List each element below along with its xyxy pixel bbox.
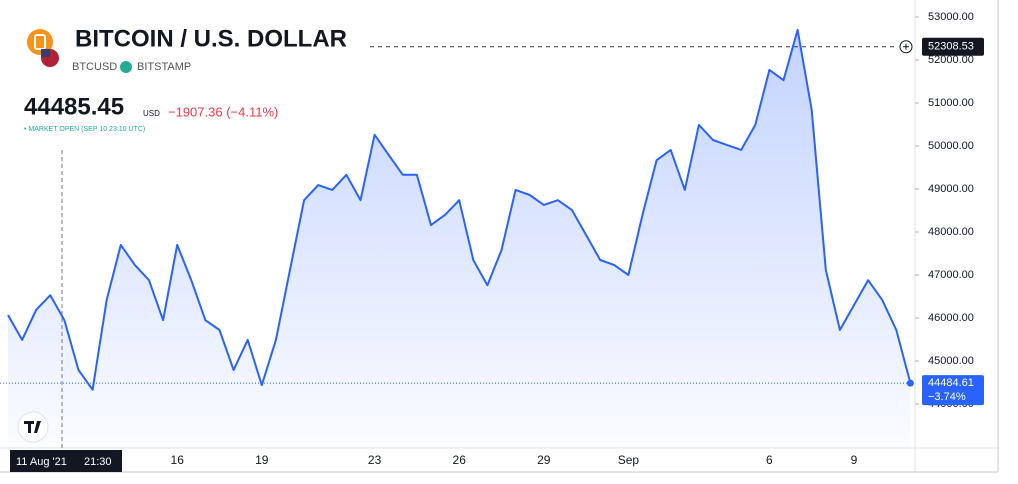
crosshair-time-box [10, 450, 122, 472]
logo-bg [17, 411, 49, 443]
symbol: BTCUSD [72, 61, 117, 73]
price-line [7, 28, 912, 391]
x-tick-label: 23 [368, 453, 382, 467]
crosshair-plus-glyph [903, 43, 909, 50]
y-tick-label: 45000.00 [928, 355, 974, 367]
x-tick-label: 9 [851, 453, 858, 467]
last-price-box [922, 375, 984, 406]
area-fill [8, 29, 911, 449]
y-tick-label: 49000.00 [928, 183, 974, 195]
y-tick-label: 46000.00 [928, 312, 974, 324]
flag-canton [41, 49, 50, 57]
exchange-icon [120, 61, 132, 73]
coin-icon [27, 29, 53, 55]
y-tick-label: 51000.00 [928, 97, 974, 109]
y-tick-label: 53000.00 [928, 11, 974, 23]
crosshair-price-label: 52308.53 [928, 41, 974, 53]
last-point [906, 379, 914, 387]
market-status: • MARKET OPEN (SEP 10 23:10 UTC) [24, 126, 145, 133]
crosshair-date: 11 Aug '21 [16, 456, 67, 468]
x-tick-label: 29 [537, 453, 551, 467]
y-tick-label: 50000.00 [928, 140, 974, 152]
tv-logo [17, 411, 49, 443]
currency: USD [143, 109, 160, 118]
price: 44485.45 [24, 93, 124, 120]
last-change-label: −3.74% [928, 391, 966, 403]
x-tick-label: 26 [453, 453, 467, 467]
title: BITCOIN / U.S. DOLLAR [75, 25, 347, 52]
coin-glyph [34, 34, 46, 50]
logo-mark [24, 421, 41, 433]
x-tick-label: Sep [618, 453, 640, 467]
y-tick-label: 47000.00 [928, 269, 974, 281]
x-tick-label: 19 [255, 453, 269, 467]
plot-area [7, 28, 912, 449]
last-price-label: 44484.61 [928, 377, 974, 389]
crosshair-time: 21:30 [84, 456, 112, 468]
x-tick-label: 6 [766, 453, 773, 467]
exchange: BITSTAMP [137, 61, 191, 73]
change: −1907.36 (−4.11%) [168, 104, 278, 119]
header: BITCOIN / U.S. DOLLAR BTCUSD BITSTAMP 44… [24, 25, 347, 133]
crosshair-price-box [922, 37, 984, 56]
y-tick-label: 52000.00 [928, 54, 974, 66]
y-tick-label: 48000.00 [928, 226, 974, 238]
x-tick-label: 16 [171, 453, 185, 467]
